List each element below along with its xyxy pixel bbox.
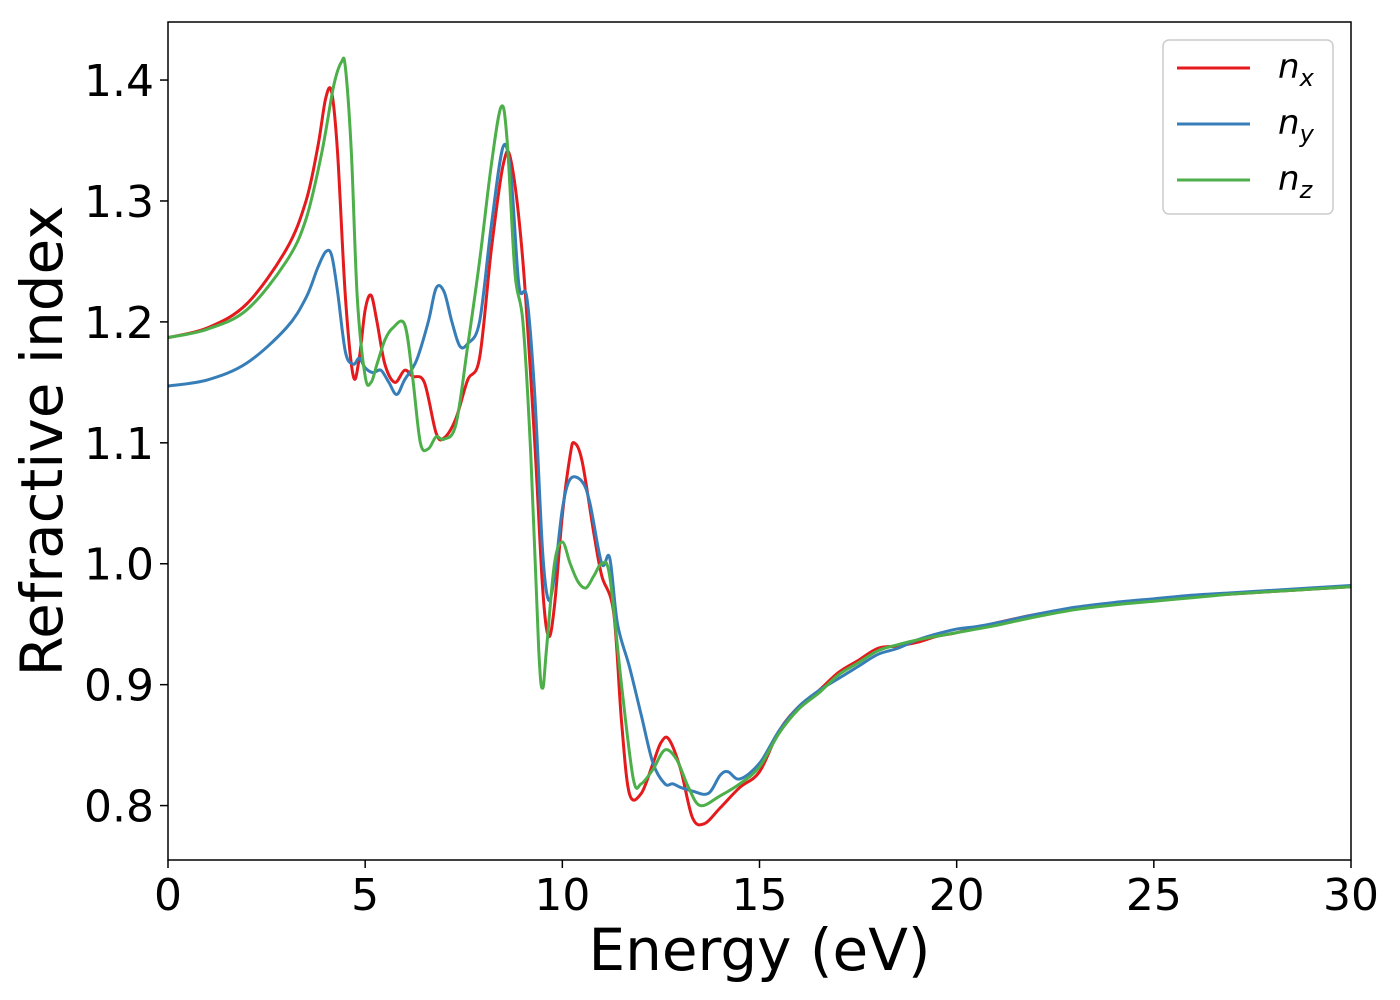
legend-label-nx: nx	[1278, 47, 1315, 92]
legend-box	[1162, 39, 1334, 215]
y-axis-ticks: 0.8 0.9 1.0 1.1 1.2 1.3 1.4	[84, 56, 168, 833]
y-tick-label: 1.4	[84, 56, 154, 107]
x-tick-label: 15	[732, 870, 788, 921]
x-tick-label: 25	[1126, 870, 1182, 921]
legend-label-subscript: z	[1299, 176, 1314, 204]
y-tick-label: 0.9	[84, 661, 154, 712]
y-tick-label: 1.0	[84, 540, 154, 591]
series-lines	[168, 56, 1351, 827]
legend-label-subscript: y	[1299, 120, 1315, 148]
plot-frame	[167, 21, 1352, 861]
y-tick-label: 1.1	[84, 419, 154, 470]
y-tick-label: 0.8	[84, 782, 154, 833]
legend-label-base: n	[1278, 159, 1300, 199]
y-tick-label: 1.3	[84, 177, 154, 228]
x-tick-label: 0	[154, 870, 182, 921]
legend-label-base: n	[1278, 103, 1300, 143]
legend-label-subscript: x	[1299, 64, 1315, 92]
x-tick-label: 10	[534, 870, 590, 921]
x-axis-label: Energy (eV)	[588, 916, 930, 984]
x-axis-ticks: 0 5 10 15 20 25 30	[154, 860, 1379, 921]
plot-background	[168, 22, 1351, 860]
x-tick-label: 5	[351, 870, 379, 921]
x-tick-label: 20	[929, 870, 985, 921]
legend-label-ny: ny	[1278, 103, 1315, 148]
series-line-nz	[168, 56, 1351, 808]
legend-label-base: n	[1278, 47, 1300, 87]
y-tick-label: 1.2	[84, 298, 154, 349]
legend-label-nz: nz	[1278, 159, 1314, 204]
x-tick-label: 30	[1323, 870, 1379, 921]
y-axis-label: Refractive index	[8, 205, 76, 676]
